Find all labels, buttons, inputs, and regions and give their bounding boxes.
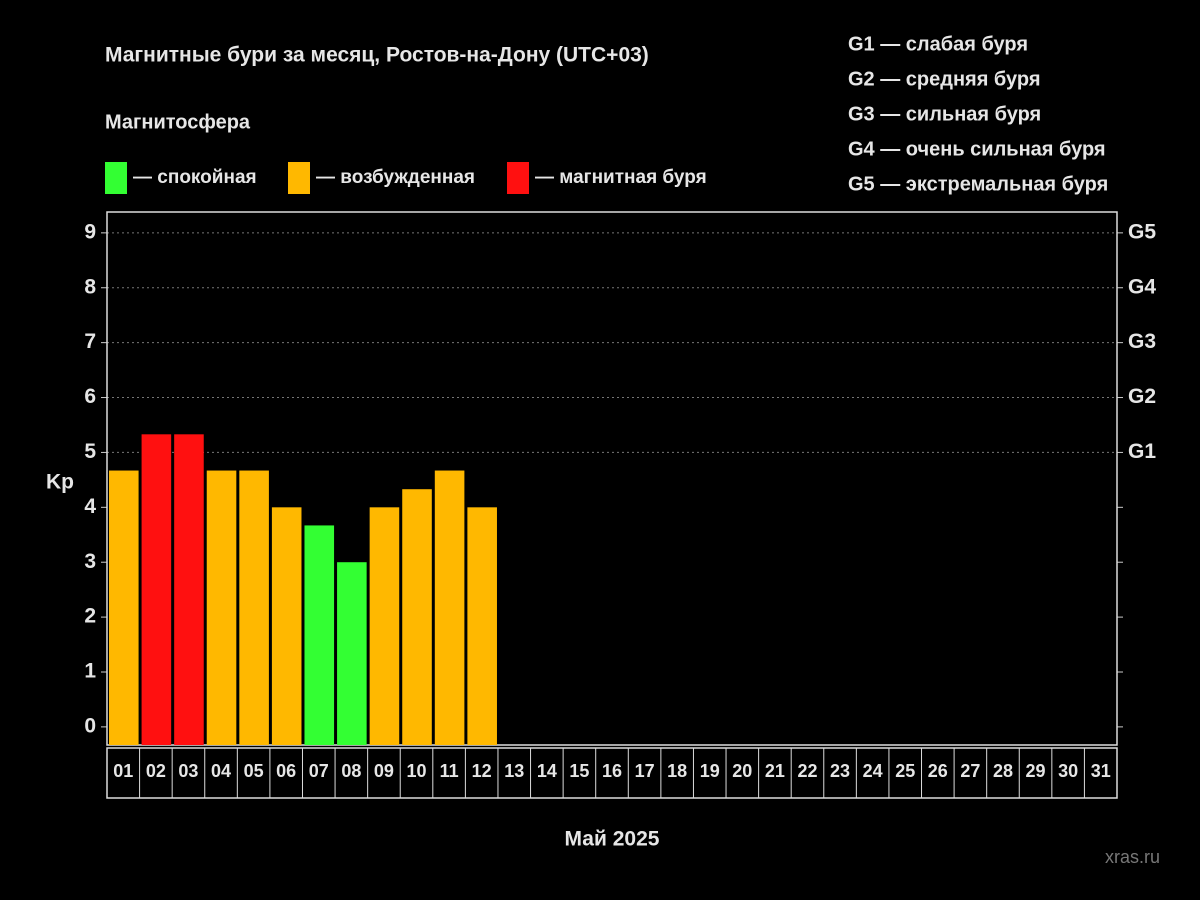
plot-frame — [106, 211, 1118, 746]
x-tick-label: 21 — [765, 761, 785, 781]
legend-swatch — [105, 162, 127, 194]
x-tick-label: 17 — [635, 761, 655, 781]
x-tick-label: 15 — [569, 761, 589, 781]
x-tick-label: 24 — [863, 761, 883, 781]
bar — [141, 434, 172, 745]
x-axis-label: Май 2025 — [565, 828, 660, 851]
x-tick-label: 09 — [374, 761, 394, 781]
chart-title: Магнитные бури за месяц, Ростов-на-Дону … — [105, 44, 649, 67]
watermark: xras.ru — [1105, 847, 1160, 867]
y-tick-label: 4 — [84, 495, 96, 518]
x-tick-label: 13 — [504, 761, 524, 781]
x-tick-label: 23 — [830, 761, 850, 781]
x-tick-label: 07 — [309, 761, 329, 781]
y-tick-label: 2 — [84, 605, 96, 628]
legend-label: — магнитная буря — [535, 167, 707, 188]
x-tick-label: 25 — [895, 761, 915, 781]
y2-tick-label: G5 — [1128, 220, 1156, 243]
y2-tick-label: G2 — [1128, 385, 1156, 408]
y2-tick-label: G4 — [1128, 275, 1156, 298]
storm-level: G5 — экстремальная буря — [848, 173, 1108, 195]
y-tick-label: 7 — [84, 330, 96, 353]
category-box — [106, 747, 1118, 799]
legend-swatch — [288, 162, 310, 194]
legend-swatch — [507, 162, 529, 194]
x-tick-label: 28 — [993, 761, 1013, 781]
x-tick-label: 30 — [1058, 761, 1078, 781]
bar — [109, 470, 139, 745]
x-tick-label: 27 — [960, 761, 980, 781]
x-tick-label: 02 — [146, 761, 166, 781]
bar — [369, 507, 400, 745]
x-tick-label: 19 — [700, 761, 720, 781]
x-tick-label: 12 — [472, 761, 492, 781]
legend-label: — спокойная — [133, 167, 257, 188]
storm-level: G4 — очень сильная буря — [848, 138, 1106, 160]
bar — [304, 525, 335, 745]
x-tick-label: 05 — [244, 761, 264, 781]
x-tick-label: 03 — [178, 761, 198, 781]
y-tick-label: 9 — [84, 220, 96, 243]
bar — [174, 434, 204, 745]
y-tick-label: 6 — [84, 385, 96, 408]
y-tick-label: 8 — [84, 275, 96, 298]
y-tick-label: 5 — [84, 440, 96, 463]
y-axis-label: Kp — [46, 471, 74, 494]
legend-label: — возбужденная — [316, 167, 475, 188]
y2-tick-label: G3 — [1128, 330, 1156, 353]
x-tick-label: 11 — [440, 761, 459, 781]
x-tick-label: 29 — [1026, 761, 1046, 781]
storm-level: G3 — сильная буря — [848, 103, 1041, 125]
legend-title: Магнитосфера — [105, 111, 251, 133]
x-tick-label: 26 — [928, 761, 948, 781]
x-tick-label: 18 — [667, 761, 687, 781]
y-tick-label: 3 — [84, 550, 96, 573]
x-tick-label: 06 — [276, 761, 296, 781]
bar — [271, 507, 302, 745]
y-tick-label: 1 — [84, 660, 96, 683]
x-tick-label: 04 — [211, 761, 231, 781]
x-tick-label: 01 — [113, 761, 133, 781]
bar — [402, 489, 432, 745]
x-tick-label: 10 — [407, 761, 427, 781]
y2-tick-label: G1 — [1128, 440, 1156, 463]
bar — [337, 562, 367, 745]
storm-level: G1 — слабая буря — [848, 33, 1028, 55]
bar — [467, 507, 497, 745]
y-tick-label: 0 — [84, 714, 96, 737]
x-tick-label: 31 — [1091, 761, 1111, 781]
x-tick-label: 16 — [602, 761, 622, 781]
bar — [434, 470, 465, 745]
storm-level: G2 — средняя буря — [848, 68, 1041, 90]
x-tick-label: 22 — [797, 761, 817, 781]
bar — [239, 470, 269, 745]
bar — [206, 470, 237, 745]
x-tick-label: 08 — [341, 761, 361, 781]
x-tick-label: 20 — [732, 761, 752, 781]
x-tick-label: 14 — [537, 761, 557, 781]
